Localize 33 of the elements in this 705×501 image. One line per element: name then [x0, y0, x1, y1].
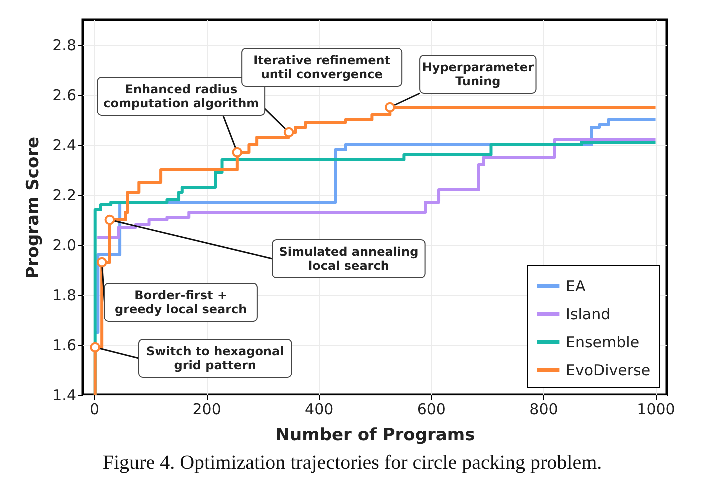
y-axis-title: Program Score — [24, 136, 44, 280]
x-tick-label: 1000 — [637, 400, 676, 418]
legend-label: Ensemble — [566, 334, 640, 352]
y-tick-label: 2.0 — [52, 236, 76, 254]
point — [232, 147, 243, 158]
point — [104, 214, 116, 226]
point — [284, 127, 294, 138]
annotation: Iterative refinement until convergence — [254, 54, 391, 82]
x-axis-title: Number of Programs — [276, 426, 476, 446]
y-tick-label: 2.4 — [52, 136, 76, 154]
legend-label: Island — [566, 306, 611, 324]
y-tick-label: 2.2 — [52, 186, 76, 204]
x-tick-label: 0 — [90, 400, 100, 418]
y-tick-label: 1.4 — [52, 386, 76, 404]
x-tick-label: 400 — [305, 400, 334, 418]
legend-label: EA — [566, 278, 586, 296]
legend-label: EvoDiverse — [566, 362, 651, 380]
x-tick-label: 800 — [530, 400, 558, 418]
x-tick-label: 200 — [192, 400, 222, 418]
point — [384, 102, 396, 113]
y-tick-label: 2.8 — [52, 36, 76, 54]
y-tick-label: 2.6 — [52, 86, 76, 104]
annotation: Simulated annealing local search — [279, 245, 419, 273]
annotation: Switch to hexagonal grid pattern — [146, 344, 284, 372]
point — [90, 342, 101, 353]
annotation: Enhanced radius computation algorithm — [104, 82, 260, 110]
caption: Figure 4. Optimization trajectories for circle packing problem. — [102, 452, 604, 475]
y-tick-label: 1.6 — [52, 336, 76, 354]
annotation: Hyperparameter Tuning — [422, 60, 534, 88]
y-tick-label: 1.8 — [52, 286, 76, 304]
point — [96, 257, 108, 268]
annotation: Border-first + greedy local search — [115, 288, 248, 316]
x-tick-label: 600 — [417, 400, 446, 418]
